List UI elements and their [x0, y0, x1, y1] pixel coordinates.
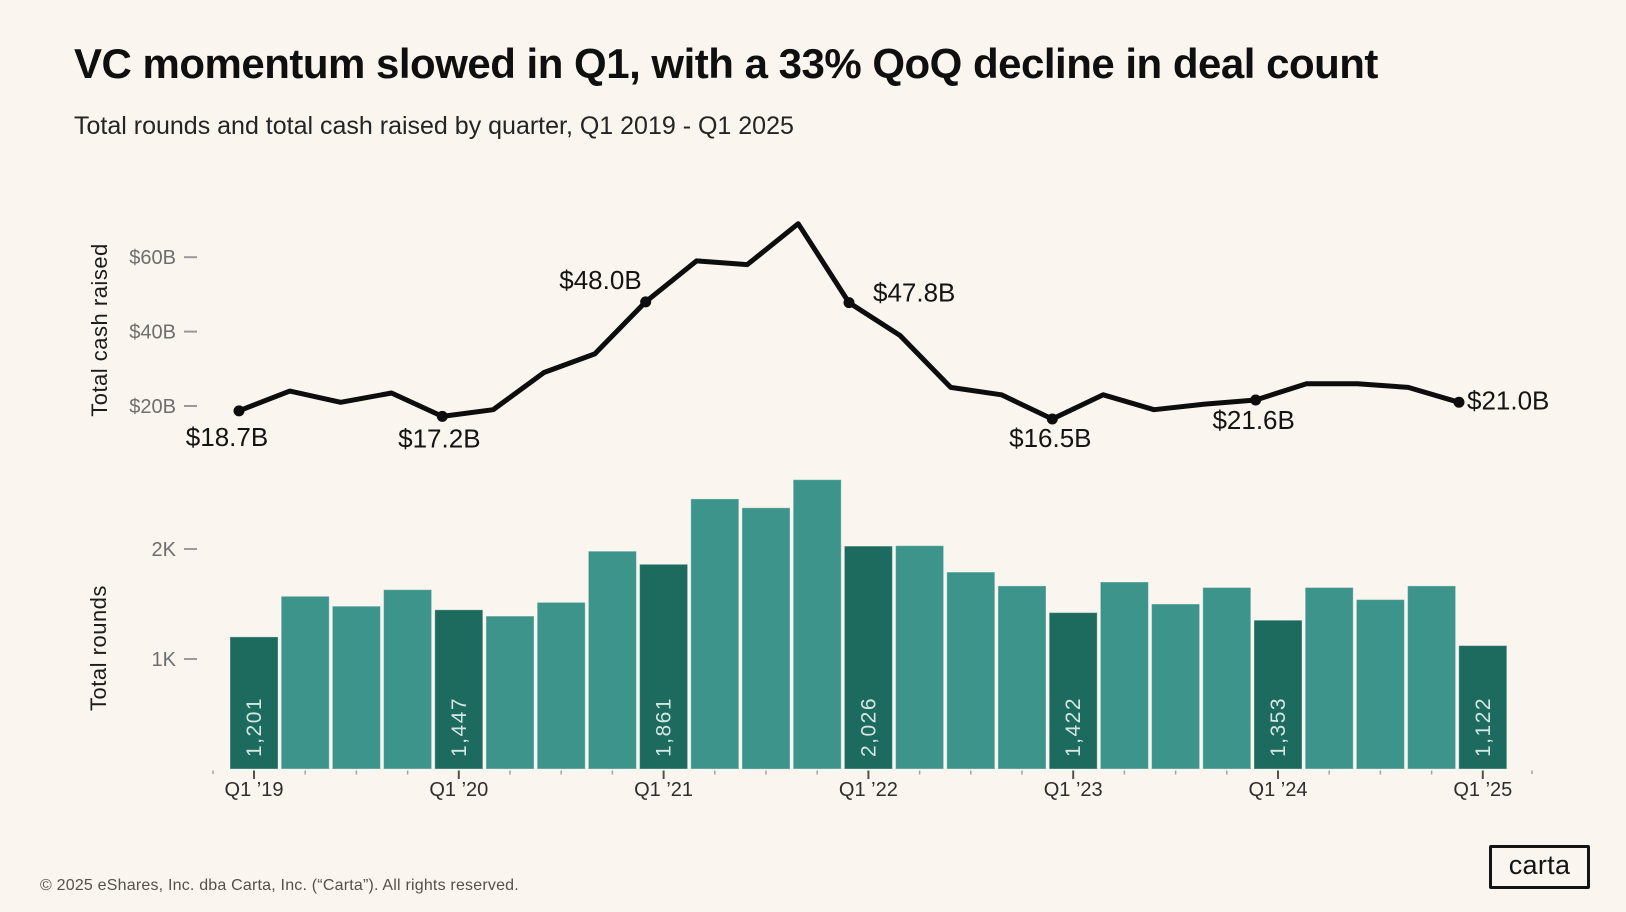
rounds-ytick-label: 2K [152, 539, 177, 561]
x-tick-label: Q1 ’20 [429, 779, 488, 801]
line-point-label: $18.7B [186, 422, 268, 452]
bar-q1-2019 [229, 636, 279, 770]
bar-q1-2024 [1253, 619, 1303, 770]
line-point-label: $16.5B [1009, 423, 1091, 453]
x-tick-label: Q1 ’21 [634, 779, 693, 801]
line-point-marker [436, 410, 448, 422]
bar-value-label: 1,353 [1267, 697, 1290, 757]
cash-ytick-label: $40B [129, 322, 176, 344]
rounds-axis-title: Total rounds [86, 585, 111, 711]
bar-q2-2021 [690, 498, 740, 770]
copyright-text: © 2025 eShares, Inc. dba Carta, Inc. (“C… [40, 877, 519, 894]
bar-q4-2019 [383, 589, 433, 770]
cash-axis-title: Total cash raised [87, 243, 112, 417]
line-point-marker [233, 405, 245, 417]
bar-q2-2022 [895, 545, 945, 770]
line-point-label: $48.0B [559, 265, 641, 295]
bar-q1-2021 [639, 563, 689, 770]
bar-value-label: 1,201 [243, 697, 266, 757]
line-point-label: $17.2B [398, 423, 480, 453]
bar-q3-2020 [536, 601, 586, 770]
bar-value-label: 1,422 [1062, 697, 1085, 757]
carta-logo-text: carta [1508, 849, 1571, 880]
line-point-marker [1250, 394, 1262, 406]
bar-value-label: 1,122 [1472, 697, 1495, 757]
bar-q3-2021 [741, 507, 791, 770]
bar-q3-2022 [946, 571, 996, 770]
line-point-marker [1046, 413, 1058, 425]
bar-q1-2025 [1458, 645, 1508, 770]
bar-q4-2024 [1407, 585, 1457, 770]
x-tick-label: Q1 ’24 [1249, 779, 1308, 801]
bar-q3-2019 [331, 605, 381, 770]
bar-q1-2023 [1048, 612, 1098, 770]
cash-raised-line [236, 221, 1462, 422]
page-subtitle: Total rounds and total cash raised by qu… [74, 112, 794, 140]
bar-q2-2023 [1099, 581, 1149, 770]
x-tick-label: Q1 ’22 [839, 779, 898, 801]
x-tick-label: Q1 ’23 [1044, 779, 1103, 801]
bar-q2-2020 [485, 615, 535, 770]
line-point-marker [640, 296, 652, 308]
bar-q1-2020 [434, 609, 484, 770]
line-point-label: $21.0B [1467, 385, 1549, 415]
cash-ytick-label: $60B [129, 247, 176, 269]
rounds-ytick-label: 1K [152, 649, 177, 671]
bar-q3-2024 [1355, 599, 1405, 770]
bar-q2-2024 [1304, 587, 1354, 770]
bar-value-label: 1,861 [653, 697, 676, 757]
bar-q4-2023 [1202, 587, 1252, 770]
x-tick-label: Q1 ’19 [225, 779, 284, 801]
bar-q3-2023 [1151, 603, 1201, 770]
cash-ytick-label: $20B [129, 396, 176, 418]
bar-value-label: 1,447 [448, 697, 471, 757]
bar-q4-2020 [587, 550, 637, 770]
carta-logo: carta [1489, 845, 1590, 889]
bar-q1-2022 [843, 545, 893, 770]
bar-q2-2019 [280, 595, 330, 770]
bar-q4-2021 [792, 479, 842, 770]
line-point-marker [843, 297, 855, 309]
x-tick-label: Q1 ’25 [1453, 779, 1512, 801]
line-point-marker [1453, 396, 1465, 408]
page-title: VC momentum slowed in Q1, with a 33% QoQ… [74, 40, 1378, 87]
line-point-label: $21.6B [1212, 405, 1294, 435]
line-point-label: $47.8B [873, 278, 955, 308]
bar-value-label: 2,026 [857, 697, 880, 757]
bar-q4-2022 [997, 585, 1047, 770]
